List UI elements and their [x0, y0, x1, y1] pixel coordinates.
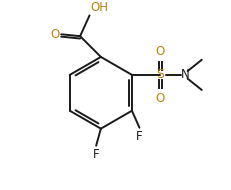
Text: F: F: [136, 130, 143, 143]
Text: O: O: [50, 28, 59, 41]
Text: F: F: [93, 147, 100, 161]
Text: OH: OH: [91, 1, 109, 13]
Text: O: O: [156, 45, 165, 58]
Text: N: N: [180, 68, 189, 81]
Text: S: S: [156, 68, 164, 81]
Text: O: O: [156, 92, 165, 105]
